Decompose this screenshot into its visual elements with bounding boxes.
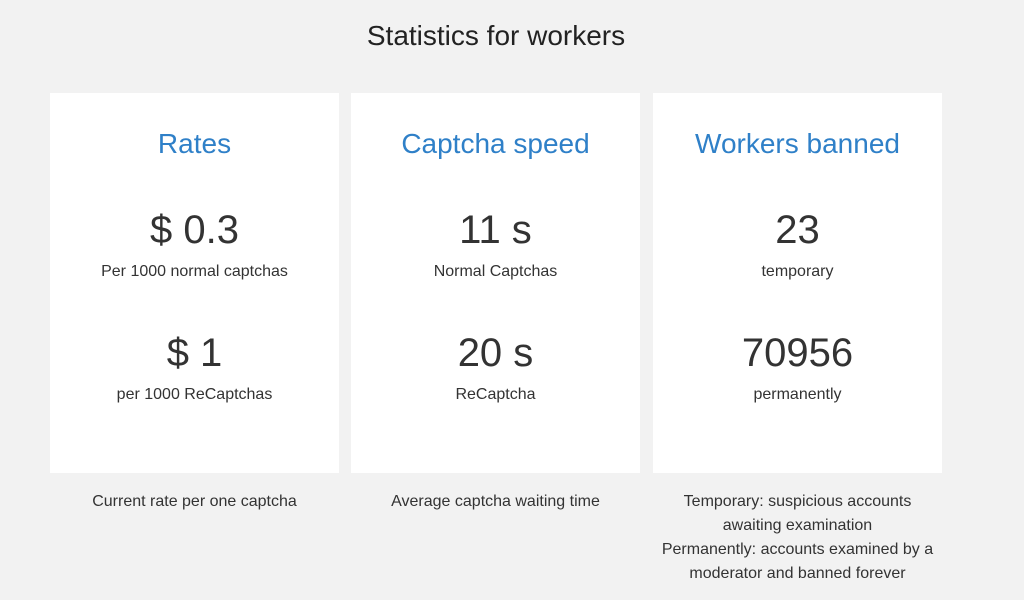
page-title: Statistics for workers [366, 20, 626, 51]
captcha-speed-card: Captcha speed 11 s Normal Captchas 20 s … [351, 93, 640, 473]
recaptcha-speed-value: 20 s [457, 331, 534, 375]
workers-banned-footnote-line: moderator and banned forever [689, 565, 906, 582]
rates-title: Rates [157, 128, 232, 159]
normal-captcha-speed-value: 11 s [459, 208, 532, 252]
workers-banned-footnote: Temporary: suspicious accounts awaiting … [653, 490, 942, 586]
workers-banned-footnote-line: Temporary: suspicious accounts [683, 493, 912, 510]
permanent-banned-value: 70956 [741, 331, 854, 375]
permanent-banned-label: permanently [753, 386, 842, 403]
workers-banned-title: Workers banned [695, 128, 900, 159]
temporary-banned-value: 23 [775, 208, 820, 252]
normal-captcha-rate-value: $ 0.3 [150, 208, 239, 252]
recaptcha-rate-value: $ 1 [166, 331, 223, 375]
normal-captcha-rate-label: Per 1000 normal captchas [101, 263, 288, 280]
recaptcha-rate-label: per 1000 ReCaptchas [116, 386, 273, 403]
workers-banned-footnote-line: Permanently: accounts examined by a [661, 541, 934, 558]
captcha-speed-title: Captcha speed [401, 128, 590, 159]
workers-banned-card: Workers banned 23 temporary 70956 perman… [653, 93, 942, 473]
captcha-speed-footnote: Average captcha waiting time [351, 490, 640, 514]
rates-card: Rates $ 0.3 Per 1000 normal captchas $ 1… [50, 93, 339, 473]
temporary-banned-label: temporary [761, 263, 834, 280]
recaptcha-speed-label: ReCaptcha [455, 386, 536, 403]
captcha-speed-footnote-line: Average captcha waiting time [391, 493, 600, 510]
rates-footnote-line: Current rate per one captcha [92, 493, 297, 510]
rates-footnote: Current rate per one captcha [50, 490, 339, 514]
normal-captcha-speed-label: Normal Captchas [433, 263, 558, 280]
workers-banned-footnote-line: awaiting examination [722, 517, 873, 534]
